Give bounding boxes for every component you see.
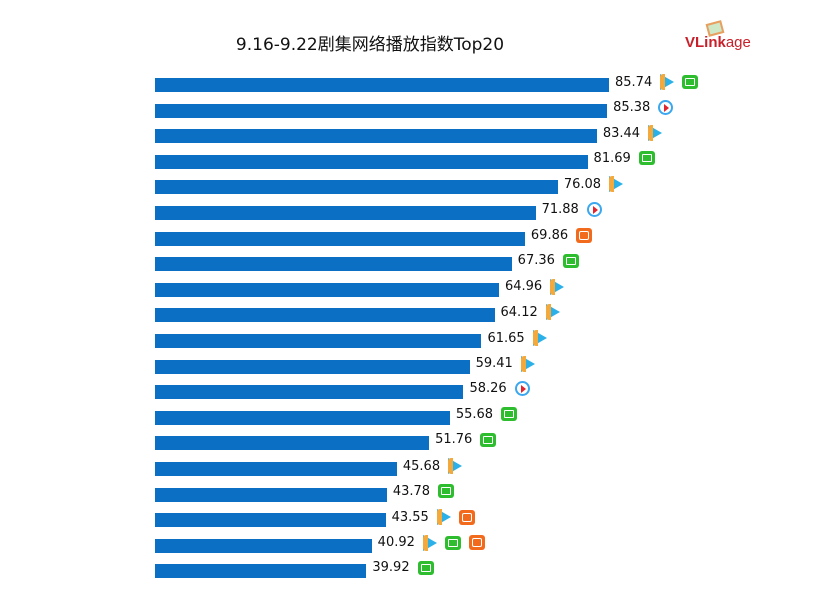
vlinkage-logo: VLinkage — [685, 20, 765, 56]
value-label: 61.65 — [487, 330, 525, 346]
youku-icon — [514, 381, 530, 397]
value-label: 58.26 — [469, 381, 507, 397]
mango-tv-icon — [458, 509, 475, 525]
bar — [155, 231, 525, 246]
value-label: 67.36 — [517, 253, 555, 269]
bar — [155, 410, 450, 425]
iqiyi-icon — [480, 432, 497, 447]
bar — [155, 436, 430, 451]
bar — [155, 462, 397, 476]
value-label: 45.68 — [402, 458, 441, 474]
bar — [155, 308, 495, 323]
value-label: 64.96 — [504, 279, 543, 295]
bar — [155, 282, 499, 297]
value-label: 40.92 — [377, 535, 415, 551]
bar — [155, 78, 609, 92]
bar — [155, 206, 536, 220]
bar — [155, 564, 367, 579]
bar — [155, 487, 387, 502]
value-label: 39.92 — [372, 560, 410, 576]
tencent-video-icon — [532, 330, 547, 346]
iqiyi-icon — [638, 151, 655, 166]
value-label: 51.76 — [435, 432, 473, 448]
tencent-video-icon — [436, 509, 451, 526]
mango-tv-icon — [576, 227, 593, 243]
value-label: 69.86 — [530, 227, 569, 243]
value-label: 59.41 — [475, 356, 513, 372]
bar — [155, 180, 558, 195]
tencent-video-icon — [422, 534, 437, 551]
bar — [155, 334, 482, 348]
tencent-video-icon — [448, 458, 463, 474]
iqiyi-icon — [501, 407, 518, 422]
tencent-video-icon — [520, 355, 535, 372]
bar — [155, 385, 464, 400]
value-label: 76.08 — [563, 176, 602, 192]
youku-icon — [658, 99, 674, 115]
iqiyi-icon — [682, 75, 699, 89]
iqiyi-icon — [417, 560, 434, 575]
mango-tv-icon — [468, 535, 485, 551]
bar — [155, 129, 597, 144]
chart-title: 9.16-9.22剧集网络播放指数Top20 — [235, 35, 505, 55]
value-label: 71.88 — [541, 202, 579, 217]
value-label: 85.74 — [615, 74, 653, 90]
value-label: 85.38 — [613, 99, 651, 115]
bar — [155, 359, 470, 374]
tencent-video-icon — [609, 176, 624, 193]
iqiyi-icon — [562, 253, 579, 268]
bar — [155, 513, 386, 528]
youku-icon — [586, 202, 602, 217]
iqiyi-icon — [438, 484, 455, 499]
bar — [155, 538, 372, 553]
tencent-video-icon — [550, 278, 565, 295]
value-label: 81.69 — [593, 150, 631, 166]
tencent-video-icon — [660, 74, 675, 90]
tencent-video-icon — [545, 304, 560, 321]
value-label: 83.44 — [602, 125, 641, 141]
iqiyi-icon — [444, 535, 461, 550]
bar — [155, 154, 588, 169]
bar — [155, 257, 512, 272]
tencent-video-icon — [648, 125, 663, 142]
value-label: 64.12 — [500, 304, 538, 320]
value-label: 55.68 — [455, 406, 494, 422]
bar — [155, 103, 608, 118]
value-label: 43.78 — [392, 483, 431, 499]
value-label: 43.55 — [391, 509, 429, 525]
